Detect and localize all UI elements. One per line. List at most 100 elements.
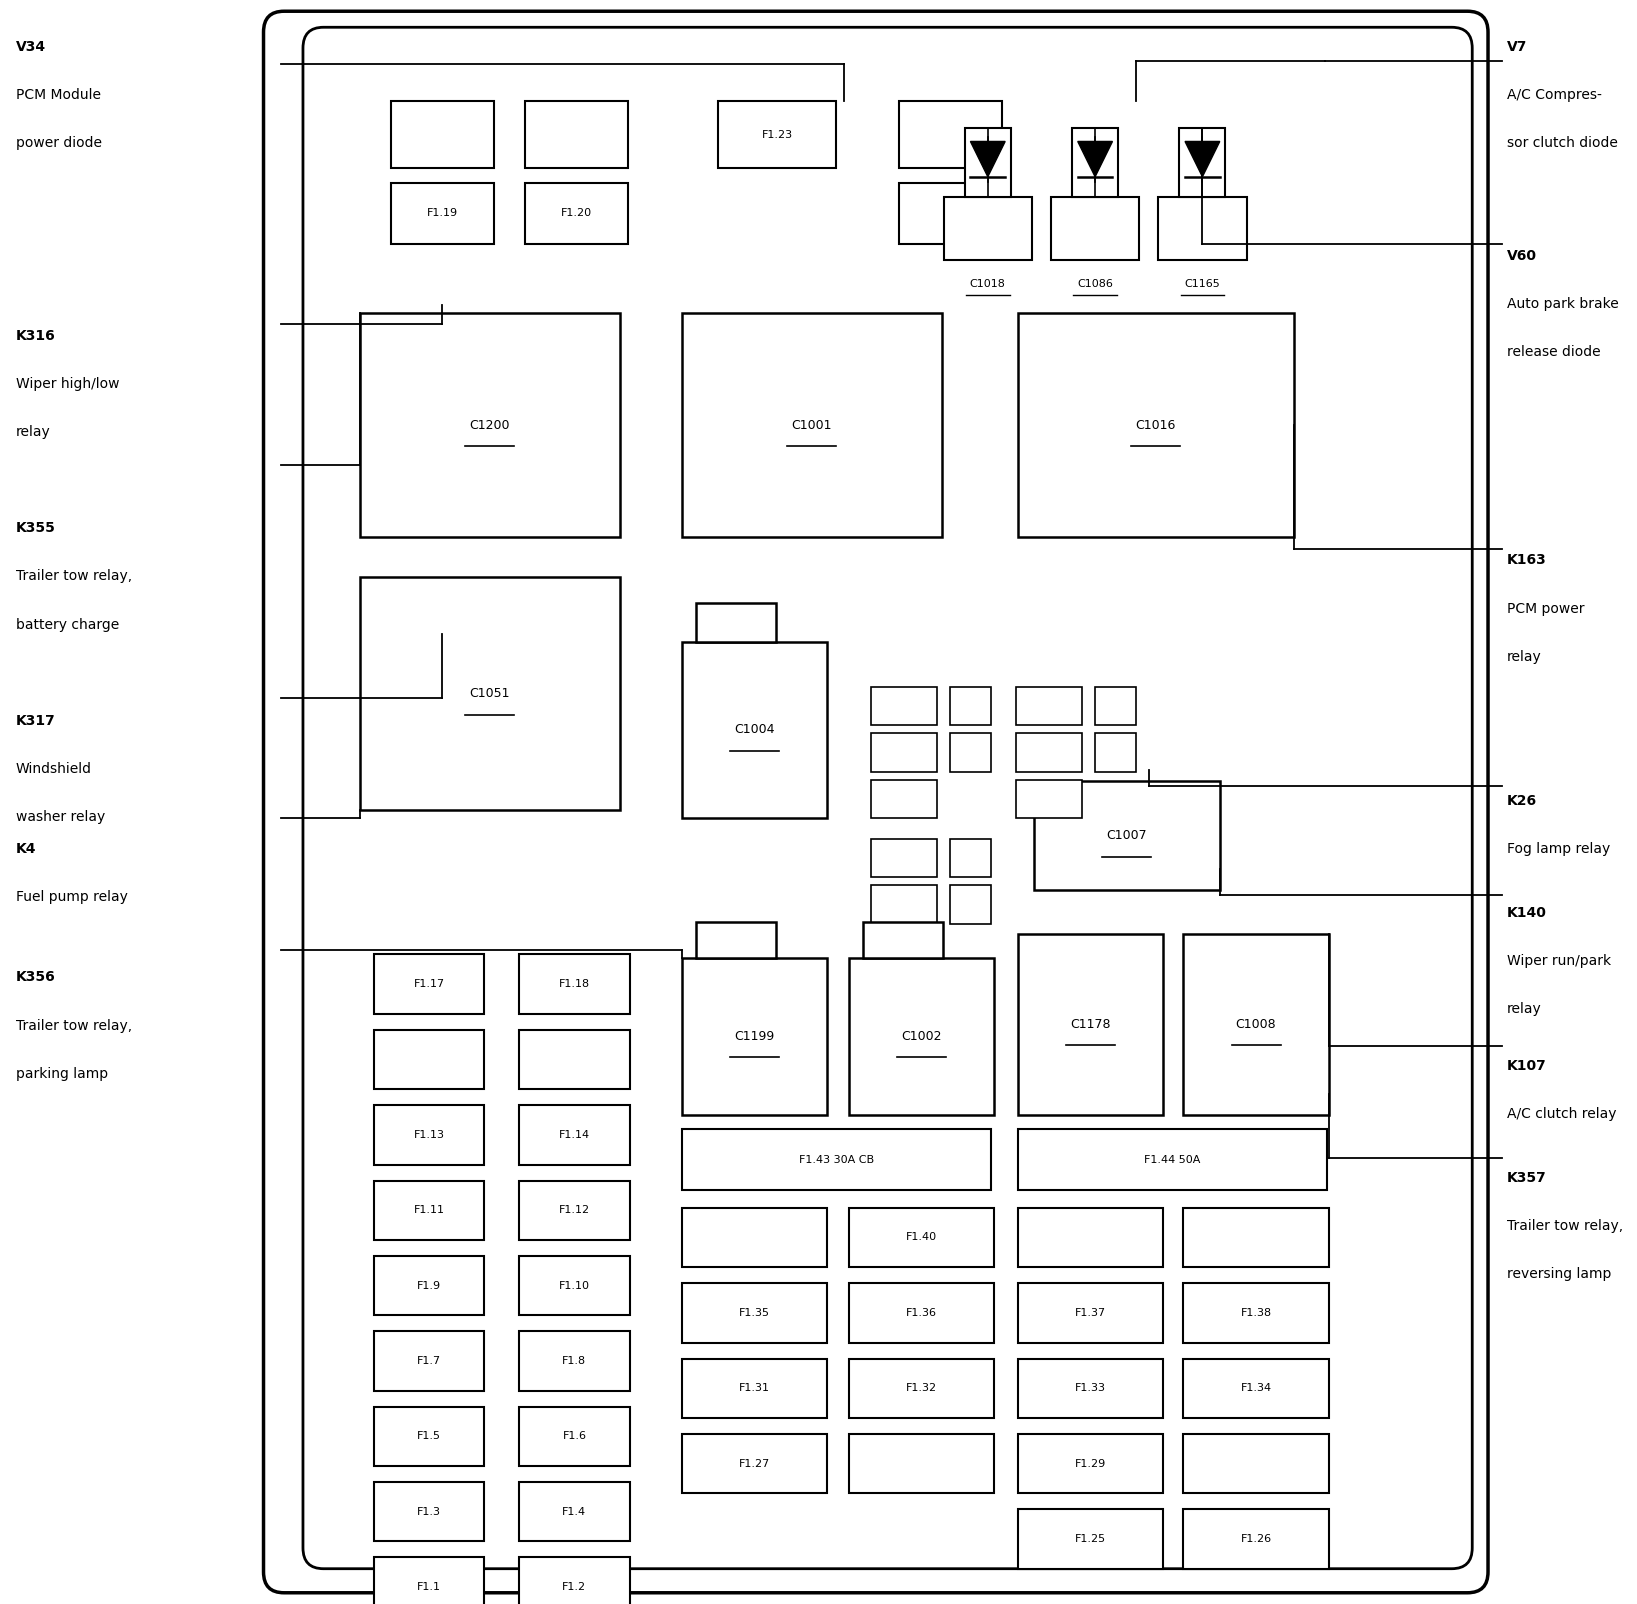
Text: F1.14: F1.14: [558, 1129, 589, 1140]
Text: F1.2: F1.2: [563, 1582, 586, 1593]
FancyBboxPatch shape: [373, 1557, 485, 1604]
Text: F1.23: F1.23: [761, 130, 792, 140]
Text: parking lamp: parking lamp: [16, 1067, 108, 1081]
FancyBboxPatch shape: [943, 197, 1031, 260]
FancyBboxPatch shape: [1184, 1434, 1329, 1493]
Text: F1.25: F1.25: [1076, 1533, 1107, 1545]
FancyBboxPatch shape: [871, 687, 938, 725]
Text: Wiper high/low: Wiper high/low: [16, 377, 120, 391]
FancyBboxPatch shape: [681, 313, 941, 537]
FancyBboxPatch shape: [519, 1256, 630, 1315]
Text: F1.37: F1.37: [1076, 1307, 1107, 1318]
Text: F1.20: F1.20: [561, 209, 593, 218]
FancyBboxPatch shape: [391, 183, 494, 244]
FancyBboxPatch shape: [1184, 1208, 1329, 1267]
Text: F1.8: F1.8: [563, 1355, 586, 1367]
Text: F1.17: F1.17: [414, 978, 445, 990]
Text: C1018: C1018: [969, 279, 1005, 289]
FancyBboxPatch shape: [1159, 197, 1247, 260]
FancyBboxPatch shape: [303, 27, 1472, 1569]
Text: K163: K163: [1508, 553, 1547, 568]
Text: F1.5: F1.5: [417, 1431, 442, 1442]
FancyBboxPatch shape: [1018, 1434, 1162, 1493]
Text: reversing lamp: reversing lamp: [1508, 1267, 1611, 1282]
Text: PCM power: PCM power: [1508, 602, 1585, 616]
FancyBboxPatch shape: [373, 1482, 485, 1541]
FancyBboxPatch shape: [850, 1208, 994, 1267]
Text: A/C Compres-: A/C Compres-: [1508, 88, 1603, 103]
FancyBboxPatch shape: [850, 1359, 994, 1418]
Polygon shape: [971, 141, 1005, 176]
FancyBboxPatch shape: [519, 1331, 630, 1391]
Text: C1016: C1016: [1136, 419, 1175, 431]
Text: V7: V7: [1508, 40, 1527, 55]
FancyBboxPatch shape: [899, 101, 1002, 168]
FancyBboxPatch shape: [373, 1407, 485, 1466]
Text: C1004: C1004: [733, 723, 774, 736]
Polygon shape: [1185, 141, 1220, 176]
Text: Auto park brake: Auto park brake: [1508, 297, 1619, 311]
FancyBboxPatch shape: [681, 1359, 827, 1418]
FancyBboxPatch shape: [863, 922, 943, 958]
FancyBboxPatch shape: [681, 1129, 990, 1190]
Text: K107: K107: [1508, 1059, 1547, 1073]
Text: Windshield: Windshield: [16, 762, 92, 776]
FancyBboxPatch shape: [519, 1407, 630, 1466]
FancyBboxPatch shape: [1184, 934, 1329, 1115]
Text: F1.3: F1.3: [417, 1506, 442, 1517]
FancyBboxPatch shape: [1184, 1359, 1329, 1418]
Text: washer relay: washer relay: [16, 810, 105, 824]
Text: F1.43 30A CB: F1.43 30A CB: [799, 1155, 874, 1165]
Text: F1.40: F1.40: [905, 1232, 936, 1243]
FancyBboxPatch shape: [1179, 128, 1226, 197]
FancyBboxPatch shape: [360, 577, 620, 810]
FancyBboxPatch shape: [949, 885, 990, 924]
Text: battery charge: battery charge: [16, 618, 120, 632]
Text: K317: K317: [16, 714, 56, 728]
Text: F1.36: F1.36: [905, 1307, 936, 1318]
Polygon shape: [1077, 141, 1113, 176]
Text: relay: relay: [1508, 1002, 1542, 1017]
Text: F1.13: F1.13: [414, 1129, 445, 1140]
Text: Trailer tow relay,: Trailer tow relay,: [1508, 1219, 1622, 1233]
FancyBboxPatch shape: [681, 958, 827, 1115]
Text: sor clutch diode: sor clutch diode: [1508, 136, 1617, 151]
FancyBboxPatch shape: [1018, 1509, 1162, 1569]
Text: relay: relay: [1508, 650, 1542, 664]
FancyBboxPatch shape: [519, 1105, 630, 1165]
Text: F1.33: F1.33: [1076, 1383, 1107, 1394]
Text: K26: K26: [1508, 794, 1537, 808]
FancyBboxPatch shape: [871, 839, 938, 877]
FancyBboxPatch shape: [1018, 934, 1162, 1115]
Text: F1.29: F1.29: [1076, 1458, 1107, 1469]
FancyBboxPatch shape: [1033, 781, 1220, 890]
FancyBboxPatch shape: [1184, 1283, 1329, 1343]
FancyBboxPatch shape: [949, 733, 990, 772]
FancyBboxPatch shape: [681, 1434, 827, 1493]
FancyBboxPatch shape: [1095, 733, 1136, 772]
FancyBboxPatch shape: [850, 1283, 994, 1343]
Text: K140: K140: [1508, 906, 1547, 921]
FancyBboxPatch shape: [681, 1283, 827, 1343]
FancyBboxPatch shape: [373, 954, 485, 1014]
FancyBboxPatch shape: [519, 1482, 630, 1541]
Text: F1.26: F1.26: [1241, 1533, 1272, 1545]
Text: F1.6: F1.6: [563, 1431, 586, 1442]
FancyBboxPatch shape: [871, 733, 938, 772]
Text: C1007: C1007: [1107, 829, 1148, 842]
Text: F1.18: F1.18: [558, 978, 589, 990]
Text: F1.12: F1.12: [558, 1205, 589, 1216]
FancyBboxPatch shape: [1018, 1359, 1162, 1418]
FancyBboxPatch shape: [373, 1030, 485, 1089]
Text: C1051: C1051: [470, 687, 511, 701]
FancyBboxPatch shape: [264, 11, 1488, 1593]
FancyBboxPatch shape: [899, 183, 1002, 244]
Text: F1.9: F1.9: [417, 1280, 442, 1291]
FancyBboxPatch shape: [519, 1181, 630, 1240]
Text: F1.11: F1.11: [414, 1205, 445, 1216]
Text: K316: K316: [16, 329, 56, 343]
FancyBboxPatch shape: [681, 1208, 827, 1267]
FancyBboxPatch shape: [525, 101, 629, 168]
FancyBboxPatch shape: [1018, 313, 1293, 537]
FancyBboxPatch shape: [1017, 733, 1082, 772]
